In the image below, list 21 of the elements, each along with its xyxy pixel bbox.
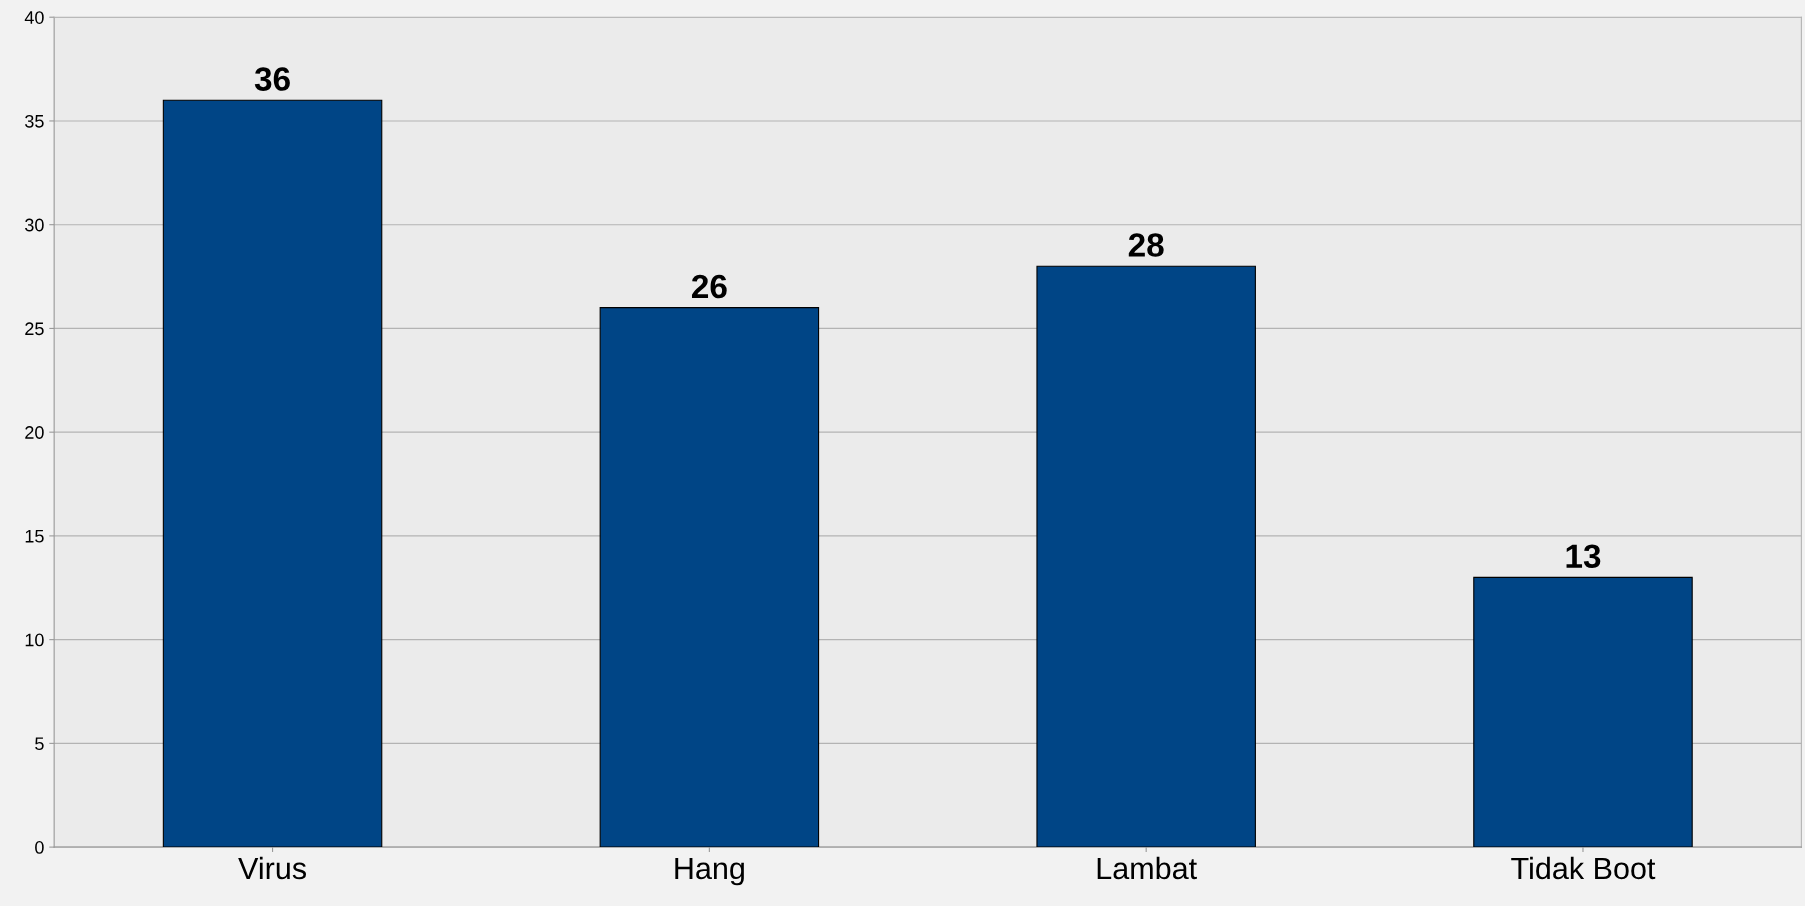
x-tick-label: Hang [675,857,744,886]
x-tick-label: Virus [238,856,306,880]
data-label: 26 [691,274,727,299]
y-tick-label: 10 [25,633,44,647]
bar [1036,265,1256,848]
data-label: 36 [254,67,290,91]
bar [162,99,383,848]
x-tick-label: Tidak Boot [1511,856,1656,880]
data-label: 13 [1566,544,1601,569]
y-tick-label: 15 [25,530,44,543]
y-tick-label: 5 [35,737,44,751]
data-label: 28 [1128,233,1164,257]
y-tick-label: 35 [25,114,44,128]
y-tick-label: 20 [25,426,44,439]
y-tick-label: 30 [25,218,44,232]
bar [599,307,820,848]
bar [1473,576,1693,848]
y-tick-label: 0 [35,841,44,854]
y-tick-label: 40 [24,11,44,24]
x-tick-label: Lambat [1097,856,1197,880]
y-tick-label: 25 [25,322,44,336]
